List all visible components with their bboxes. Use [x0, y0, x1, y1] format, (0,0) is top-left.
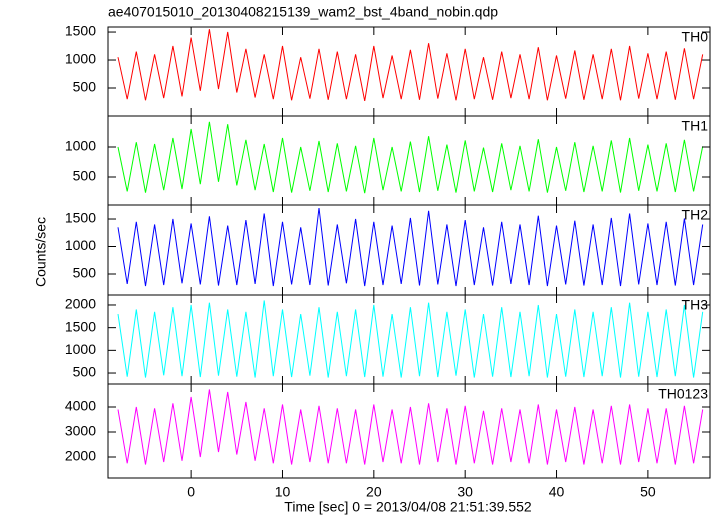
series-label: TH0	[682, 29, 709, 45]
data-line	[117, 300, 704, 378]
y-tick-label: 500	[73, 364, 97, 380]
panel-frame	[107, 26, 711, 117]
panel-frame	[107, 383, 711, 479]
x-tick-label: 20	[366, 484, 382, 500]
y-tick-label: 500	[73, 79, 97, 95]
y-tick-label: 1000	[65, 51, 96, 67]
panel-frame	[107, 115, 711, 206]
y-tick-label: 1000	[65, 237, 96, 253]
x-tick-label: 40	[549, 484, 565, 500]
y-tick-label: 2000	[65, 448, 96, 464]
data-line	[117, 389, 704, 465]
series-label: TH1	[682, 118, 709, 134]
y-tick-label: 3000	[65, 423, 96, 439]
y-tick-label: 1500	[65, 23, 96, 39]
x-axis-label: Time [sec] 0 = 2013/04/08 21:51:39.552	[284, 499, 532, 515]
y-tick-label: 1500	[65, 318, 96, 334]
y-tick-label: 1500	[65, 210, 96, 226]
data-line	[117, 207, 704, 287]
data-line	[117, 121, 704, 194]
x-tick-label: 10	[275, 484, 291, 500]
y-tick-label: 4000	[65, 398, 96, 414]
y-tick-label: 2000	[65, 296, 96, 312]
x-tick-label: 30	[457, 484, 473, 500]
series-label: TH0123	[658, 386, 708, 402]
x-tick-label: 50	[640, 484, 656, 500]
y-tick-label: 500	[73, 168, 97, 184]
y-axis-label: Counts/sec	[33, 217, 49, 287]
y-tick-label: 1000	[65, 341, 96, 357]
chart-title: ae407015010_20130408215139_wam2_bst_4ban…	[108, 4, 498, 20]
x-tick-label: 0	[187, 484, 195, 500]
y-tick-label: 1000	[65, 138, 96, 154]
data-line	[117, 29, 704, 101]
y-tick-label: 500	[73, 265, 97, 281]
series-label: TH3	[682, 297, 709, 313]
series-label: TH2	[682, 207, 709, 223]
